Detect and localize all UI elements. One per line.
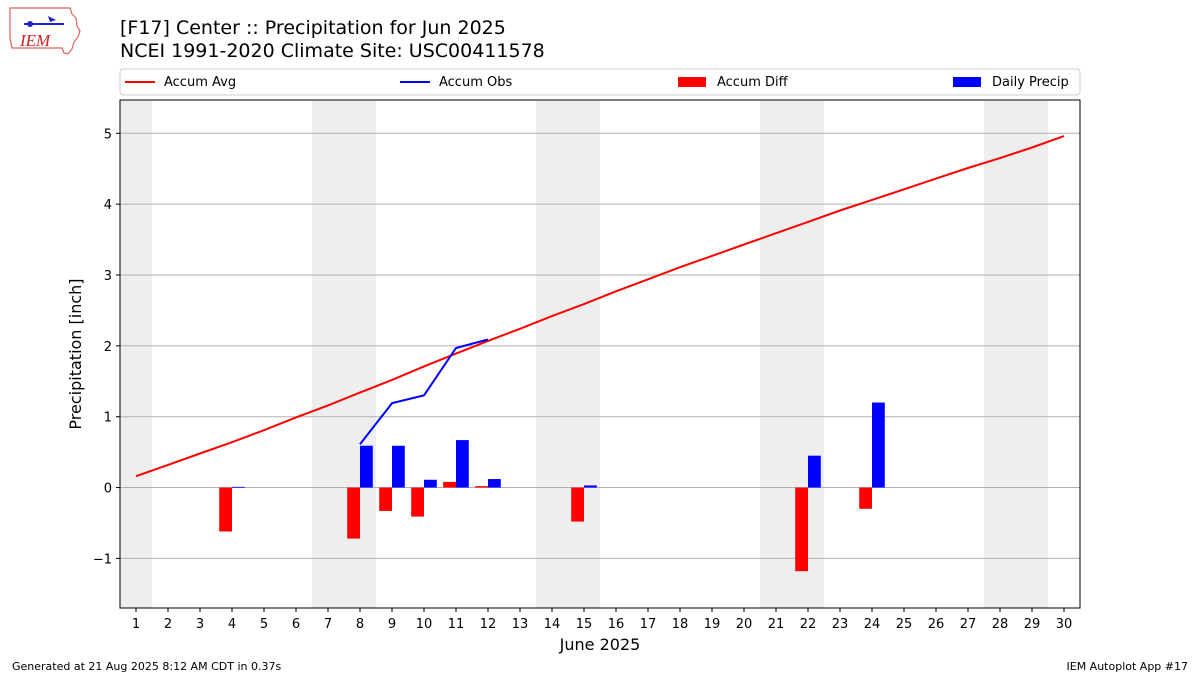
vane-cup — [27, 21, 33, 27]
y-tick-label: 2 — [104, 340, 112, 355]
accum-diff-bar — [219, 487, 232, 532]
legend-label: Daily Precip — [992, 75, 1069, 90]
x-tick-label: 1 — [132, 617, 140, 632]
x-tick-label: 30 — [1056, 617, 1073, 632]
x-tick-label: 25 — [896, 617, 913, 632]
y-tick-label: 3 — [104, 269, 112, 284]
x-axis-label: June 2025 — [559, 635, 641, 654]
y-tick-label: 5 — [104, 127, 112, 142]
x-tick-label: 15 — [576, 617, 593, 632]
x-tick-label: 21 — [768, 617, 785, 632]
x-tick-label: 24 — [864, 617, 881, 632]
weekend-shade — [536, 100, 600, 608]
accum-diff-bar — [571, 487, 584, 522]
app-credit: IEM Autoplot App #17 — [1066, 660, 1189, 673]
accum-diff-bar — [379, 487, 392, 511]
chart-subtitle: NCEI 1991-2020 Climate Site: USC00411578 — [120, 40, 545, 62]
daily-precip-bar — [808, 455, 821, 488]
x-tick-label: 11 — [448, 617, 465, 632]
daily-precip-bar — [360, 445, 373, 488]
weekend-shade — [312, 100, 376, 608]
x-tick-label: 19 — [704, 617, 721, 632]
iem-logo: IEM — [9, 7, 81, 55]
x-tick-label: 22 — [800, 617, 817, 632]
x-tick-label: 2 — [164, 617, 172, 632]
accum-obs-line — [359, 338, 489, 445]
x-tick-label: 7 — [324, 617, 332, 632]
x-tick-label: 16 — [608, 617, 625, 632]
x-tick-label: 8 — [356, 617, 364, 632]
accum-diff-bar — [795, 487, 808, 572]
x-tick-label: 5 — [260, 617, 268, 632]
x-tick-label: 13 — [512, 617, 529, 632]
x-tick-label: 4 — [228, 617, 236, 632]
x-tick-label: 20 — [736, 617, 753, 632]
daily-precip-bar — [232, 486, 245, 488]
x-tick-label: 10 — [416, 617, 433, 632]
x-tick-label: 3 — [196, 617, 204, 632]
generated-timestamp: Generated at 21 Aug 2025 8:12 AM CDT in … — [12, 660, 282, 673]
logo-text: IEM — [19, 31, 51, 50]
legend-swatch-bar — [953, 77, 981, 87]
x-tick-label: 29 — [1024, 617, 1041, 632]
legend-label: Accum Avg — [164, 75, 236, 90]
daily-precip-bar — [392, 445, 405, 488]
legend-label: Accum Obs — [439, 75, 512, 90]
legend-swatch-bar — [678, 77, 706, 87]
x-tick-label: 27 — [960, 617, 977, 632]
y-tick-label: 0 — [104, 482, 112, 497]
weekend-shade — [760, 100, 824, 608]
x-tick-label: 9 — [388, 617, 396, 632]
daily-precip-bar — [488, 479, 501, 488]
y-tick-label: 4 — [104, 198, 112, 213]
accum-diff-bar — [411, 487, 424, 517]
x-tick-label: 17 — [640, 617, 657, 632]
weekend-shade — [984, 100, 1048, 608]
daily-precip-bar — [872, 402, 885, 488]
legend-box — [119, 68, 1081, 96]
accum-diff-bar — [347, 487, 360, 539]
x-tick-label: 28 — [992, 617, 1009, 632]
x-tick-label: 6 — [292, 617, 300, 632]
iowa-outline — [9, 7, 81, 55]
daily-precip-bar — [424, 479, 437, 488]
chart-title: [F17] Center :: Precipitation for Jun 20… — [120, 17, 506, 39]
y-tick-label: −1 — [93, 552, 112, 567]
weekend-shade — [120, 100, 152, 608]
daily-precip-bar — [456, 440, 469, 488]
daily-precip-bar — [584, 485, 597, 488]
legend-label: Accum Diff — [717, 75, 789, 90]
accum-avg-line — [135, 135, 1065, 478]
x-tick-label: 18 — [672, 617, 689, 632]
x-tick-label: 26 — [928, 617, 945, 632]
x-tick-label: 23 — [832, 617, 849, 632]
accum-diff-bar — [859, 487, 872, 509]
x-tick-label: 14 — [544, 617, 561, 632]
accum-diff-bar — [443, 481, 456, 488]
vane-tail — [48, 16, 56, 22]
accum-diff-bar — [475, 486, 488, 488]
y-axis-label: Precipitation [inch] — [66, 278, 85, 429]
y-tick-label: 1 — [104, 411, 112, 426]
plot-frame — [119, 99, 1081, 609]
x-tick-label: 12 — [480, 617, 497, 632]
